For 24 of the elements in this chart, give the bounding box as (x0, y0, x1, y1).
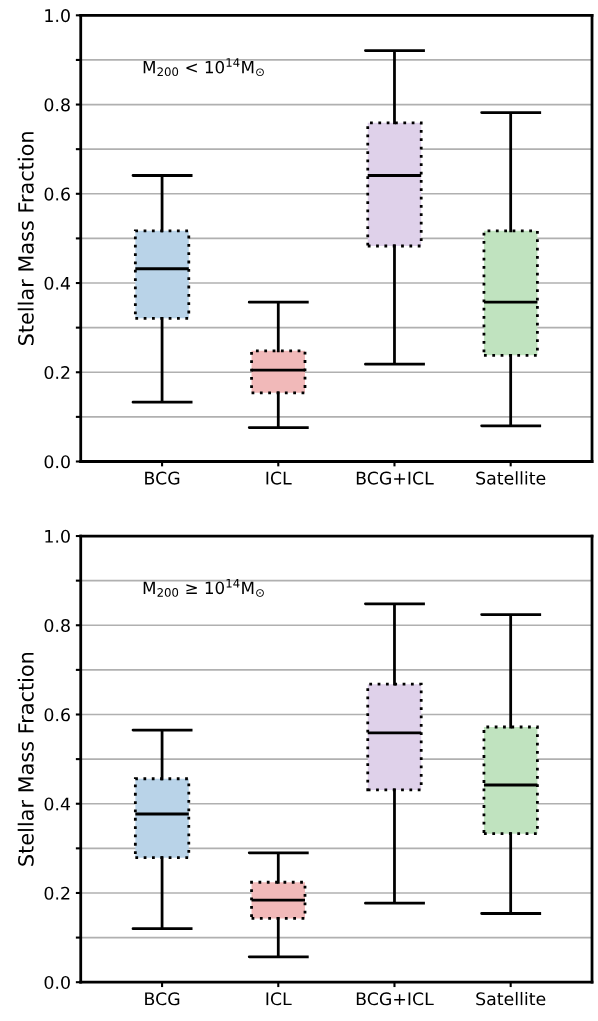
y-axis-title: Stellar Mass Fraction (17, 652, 34, 866)
x-tick-label: BCG (145, 471, 180, 485)
y-tick-label: 1.0 (45, 9, 70, 23)
x-tick-label: BCG+ICL (356, 992, 434, 1006)
x-tick-label: BCG+ICL (356, 471, 434, 485)
y-tick-label: 0.8 (44, 98, 70, 112)
y-tick-label: 0.4 (44, 276, 71, 290)
y-tick-label: 0.8 (44, 618, 70, 633)
x-tick-label: ICL (266, 471, 292, 485)
annotation: M$_{200}$ < 10$^{14}$M$_{⊙}$ (143, 58, 264, 77)
y-axis-title: Stellar Mass Fraction (17, 132, 34, 346)
y-tick-label: 0.0 (44, 455, 70, 469)
y-tick-label: 0.0 (44, 975, 70, 990)
y-tick-label: 0.6 (44, 708, 70, 722)
x-tick-label: ICL (266, 992, 292, 1006)
x-tick-label: Satellite (476, 991, 546, 1006)
y-tick-label: 1.0 (45, 529, 70, 543)
y-tick-label: 0.6 (44, 187, 70, 201)
y-tick-label: 0.4 (44, 797, 71, 811)
y-tick-label: 0.2 (44, 886, 70, 900)
x-tick-label: Satellite (476, 471, 546, 485)
y-tick-label: 0.2 (44, 365, 70, 380)
annotation: M$_{200}$ ≥ 10$^{14}$M$_{⊙}$ (143, 579, 264, 597)
x-tick-label: BCG (145, 992, 180, 1006)
